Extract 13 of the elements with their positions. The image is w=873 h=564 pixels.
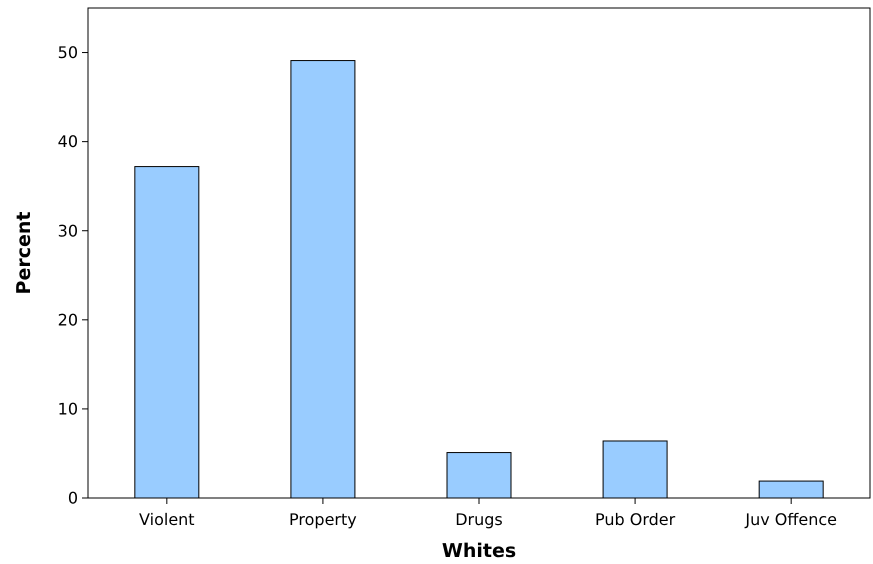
y-tick-label: 20 bbox=[58, 310, 78, 330]
y-tick-label: 50 bbox=[58, 43, 78, 62]
x-tick-label: Pub Order bbox=[594, 510, 676, 529]
x-tick-label: Juv Offence bbox=[744, 510, 838, 529]
x-tick-label: Property bbox=[289, 510, 357, 529]
x-axis-title: Whites bbox=[442, 540, 516, 562]
y-tick-label: 40 bbox=[58, 132, 78, 152]
y-tick-label: 0 bbox=[68, 488, 78, 508]
x-tick-label: Drugs bbox=[455, 510, 503, 529]
x-tick-label: Violent bbox=[139, 510, 195, 529]
y-tick-label: 10 bbox=[58, 400, 78, 419]
y-axis-title: Percent bbox=[13, 212, 35, 294]
y-tick-label: 30 bbox=[58, 221, 78, 240]
